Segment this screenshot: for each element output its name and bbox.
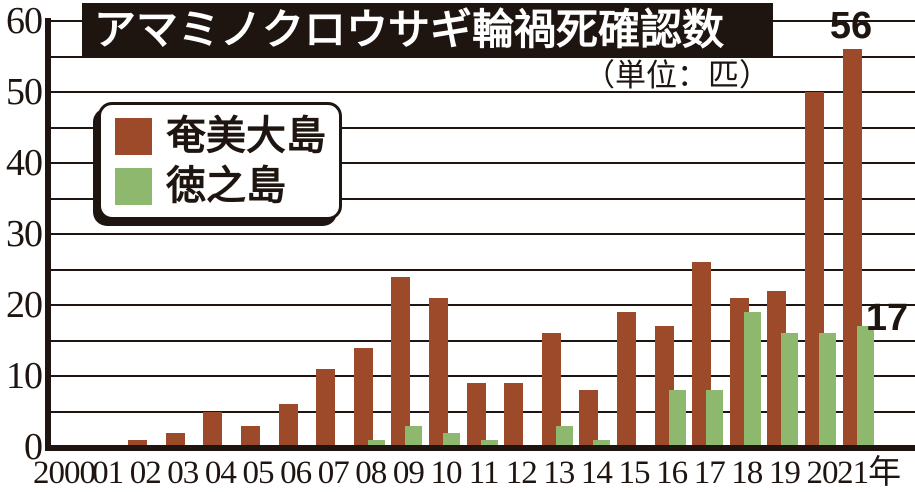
gridline [49, 91, 915, 93]
legend-label-tokunoshima: 徳之島 [166, 163, 286, 208]
bar-amami [241, 425, 260, 447]
x-tick-label: 19 [768, 455, 801, 491]
legend-item-tokunoshima: 徳之島 [115, 166, 339, 206]
bar-amami [541, 333, 561, 447]
bar-tokunoshima [856, 326, 874, 447]
x-tick-label: 17 [693, 455, 726, 491]
y-tick-label: 30 [6, 213, 43, 255]
bar-tokunoshima [781, 333, 799, 447]
bar-amami [203, 411, 223, 447]
x-tick-label: 11 [468, 455, 500, 491]
bar-tokunoshima [405, 425, 423, 447]
x-tick-label: 16 [656, 455, 688, 491]
gridline [49, 197, 915, 200]
bar-amami [579, 390, 599, 447]
bar-amami [128, 439, 148, 447]
chart-title-bar: アマミノクロウサギ輪禍死確認数 [82, 3, 773, 57]
y-tick-label: 60 [6, 0, 43, 42]
y-tick-label: 10 [6, 355, 43, 397]
x-tick-label: 01 [92, 455, 124, 491]
x-tick-label: 06 [280, 455, 312, 491]
gridline [49, 304, 915, 306]
gridline [49, 162, 915, 164]
x-tick-label: 2000 [33, 455, 96, 491]
y-tick-label: 20 [6, 284, 43, 326]
annotation-max-tokunoshima: 17 [865, 297, 909, 339]
x-tick-label: 12 [505, 455, 538, 491]
gridline [49, 126, 915, 129]
x-tick-label: 07 [317, 455, 350, 491]
x-tick-label: 20 [806, 455, 839, 491]
bar-amami [466, 383, 486, 447]
bar-amami [504, 383, 524, 447]
bar-tokunoshima [480, 439, 498, 447]
bar-tokunoshima [743, 312, 761, 447]
tokunoshima-color-swatch [115, 167, 152, 205]
bar-tokunoshima [819, 333, 836, 447]
x-tick-label: 14 [580, 455, 613, 491]
bar-tokunoshima [367, 439, 385, 447]
gridline [49, 375, 915, 377]
gridline [49, 268, 915, 271]
bar-amami [353, 347, 373, 447]
bar-amami [617, 312, 636, 447]
bar-tokunoshima [555, 425, 573, 447]
gridline [49, 233, 915, 235]
legend-item-amami: 奄美大島 [115, 116, 339, 156]
bar-tokunoshima [443, 432, 460, 447]
bar-amami [316, 368, 336, 447]
bar-amami [391, 276, 411, 447]
x-tick-label: 15 [618, 455, 651, 491]
legend-label-amami: 奄美大島 [166, 113, 326, 158]
x-axis-line [45, 445, 915, 451]
bar-tokunoshima [593, 439, 611, 447]
bar-amami [278, 404, 298, 447]
y-axis-line [45, 18, 51, 451]
legend: 奄美大島 徳之島 [98, 102, 342, 220]
x-tick-label: 10 [430, 455, 463, 491]
gridline [49, 339, 915, 342]
x-tick-label: 03 [167, 455, 199, 491]
x-tick-label: 09 [392, 455, 425, 491]
bar-amami [165, 432, 185, 447]
bar-tokunoshima [668, 390, 686, 447]
bar-tokunoshima [706, 390, 724, 447]
y-tick-label: 0 [24, 426, 43, 468]
bar-amami [429, 297, 448, 447]
x-tick-label: 18 [731, 455, 763, 491]
y-tick-label: 50 [6, 71, 43, 113]
x-tick-label: 02 [129, 455, 162, 491]
amami-color-swatch [115, 117, 152, 155]
x-tick-label: 08 [355, 455, 387, 491]
y-tick-label: 40 [6, 142, 43, 184]
annotation-max-amami: 56 [829, 5, 873, 47]
x-tick-label: 04 [204, 455, 237, 491]
x-tick-label: 05 [242, 455, 275, 491]
chart-title: アマミノクロウサギ輪禍死確認数 [94, 6, 725, 53]
x-tick-label: 21年 [837, 455, 901, 491]
x-tick-label: 13 [543, 455, 575, 491]
unit-label: （単位：匹） [584, 58, 770, 93]
